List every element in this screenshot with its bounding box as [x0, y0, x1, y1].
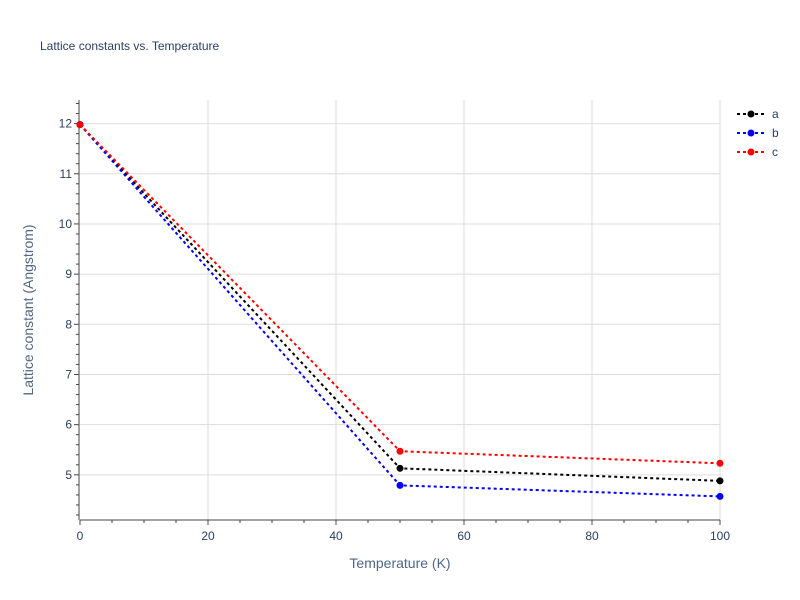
legend-marker — [747, 129, 755, 137]
data-point-b — [716, 492, 724, 500]
x-tick-label: 0 — [77, 529, 84, 543]
grid — [80, 100, 721, 520]
data-point-a — [716, 477, 724, 485]
legend-label: c — [772, 145, 778, 159]
y-tick-label: 8 — [65, 317, 72, 331]
series-line-a — [79, 123, 721, 482]
legend-label: a — [772, 107, 779, 121]
chart-title: Lattice constants vs. Temperature — [40, 39, 220, 53]
y-tick-label: 6 — [65, 418, 72, 432]
x-tick-label: 40 — [329, 529, 343, 543]
data-point-c — [76, 121, 84, 129]
legend-item-a[interactable]: a — [737, 107, 779, 121]
x-tick-label: 60 — [457, 529, 471, 543]
x-tick-label: 20 — [201, 529, 215, 543]
y-tick-label: 5 — [65, 468, 72, 482]
data-point-a — [396, 464, 404, 472]
y-tick-label: 11 — [60, 167, 73, 181]
legend-label: b — [772, 126, 779, 140]
y-axis-label: Lattice constant (Angstrom) — [20, 224, 36, 395]
series-group — [76, 121, 724, 500]
series-line-c — [79, 123, 721, 465]
y-tick-label: 9 — [65, 267, 72, 281]
y-tick-label: 7 — [65, 367, 72, 381]
series-line-b — [79, 123, 721, 498]
data-point-c — [396, 447, 404, 455]
legend-marker — [747, 110, 755, 118]
data-point-b — [396, 481, 404, 489]
x-axis-label: Temperature (K) — [349, 555, 450, 571]
legend-item-c[interactable]: c — [737, 145, 778, 159]
y-tick-label: 10 — [59, 217, 73, 231]
data-point-c — [716, 459, 724, 467]
axes: 0 20 40 60 80 100 5 6 7 8 9 10 11 12 — [59, 100, 730, 543]
legend-item-b[interactable]: b — [737, 126, 779, 140]
legend[interactable]: abc — [737, 107, 779, 159]
y-tick-label: 12 — [59, 117, 73, 131]
legend-marker — [747, 148, 755, 156]
x-tick-label: 100 — [710, 529, 730, 543]
x-tick-label: 80 — [585, 529, 599, 543]
